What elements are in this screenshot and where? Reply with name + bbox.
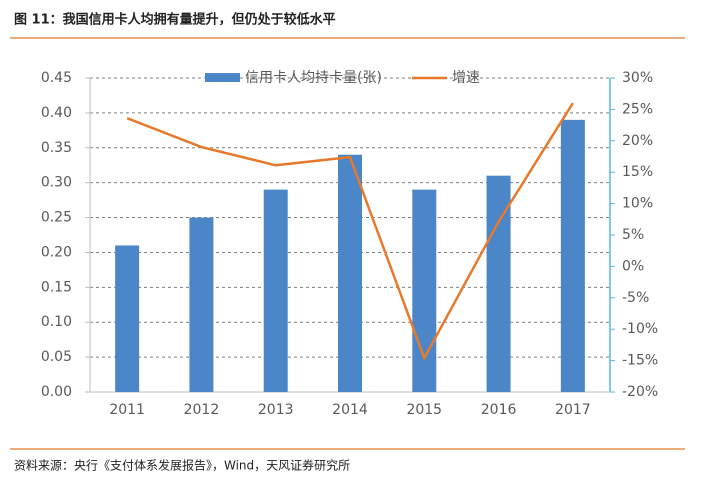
bar xyxy=(412,189,437,392)
y2-tick-label: -10% xyxy=(622,321,658,337)
y-tick-label: 0.30 xyxy=(41,175,72,191)
y2-tick-label: -20% xyxy=(622,384,658,400)
bar xyxy=(560,119,585,392)
source: 资料来源：央行《支付体系发展报告》，Wind，天风证券研究所 xyxy=(14,458,350,473)
y2-tick-label: 5% xyxy=(622,227,644,243)
x-tick-label: 2015 xyxy=(406,402,442,418)
y-tick-label: 0.15 xyxy=(41,279,72,295)
legend-label: 信用卡人均持卡量(张) xyxy=(245,70,382,86)
y-tick-label: 0.40 xyxy=(41,105,72,121)
y2-tick-label: 0% xyxy=(622,258,644,274)
y2-tick-label: -15% xyxy=(622,353,658,369)
y-tick-label: 0.05 xyxy=(41,349,72,365)
y2-tick-label: 10% xyxy=(622,196,653,212)
bar xyxy=(115,245,140,392)
x-tick-label: 2017 xyxy=(555,402,591,418)
y-tick-label: 0.35 xyxy=(41,140,72,156)
bar xyxy=(189,217,214,392)
y2-tick-label: 20% xyxy=(622,133,653,149)
bar xyxy=(263,189,288,392)
y-tick-label: 0.10 xyxy=(41,314,72,330)
bar xyxy=(486,175,511,392)
legend-swatch xyxy=(205,73,240,82)
x-tick-label: 2013 xyxy=(258,402,294,418)
y2-tick-label: 25% xyxy=(622,101,653,117)
x-tick-label: 2014 xyxy=(332,402,368,418)
x-tick-label: 2012 xyxy=(184,402,220,418)
chart-title: 图 11：我国信用卡人均拥有量提升，但仍处于较低水平 xyxy=(14,12,336,28)
y2-tick-label: 30% xyxy=(622,70,653,86)
y-tick-label: 0.00 xyxy=(41,384,72,400)
x-tick-label: 2016 xyxy=(481,402,517,418)
y2-tick-label: 15% xyxy=(622,164,653,180)
line xyxy=(126,102,574,362)
y2-tick-label: -5% xyxy=(622,290,649,306)
bar xyxy=(338,154,362,392)
legend-label: 增速 xyxy=(452,70,480,86)
y-tick-label: 0.25 xyxy=(41,210,72,226)
y-tick-label: 0.45 xyxy=(41,70,72,86)
y-tick-label: 0.20 xyxy=(41,244,72,260)
x-tick-label: 2011 xyxy=(109,402,145,418)
